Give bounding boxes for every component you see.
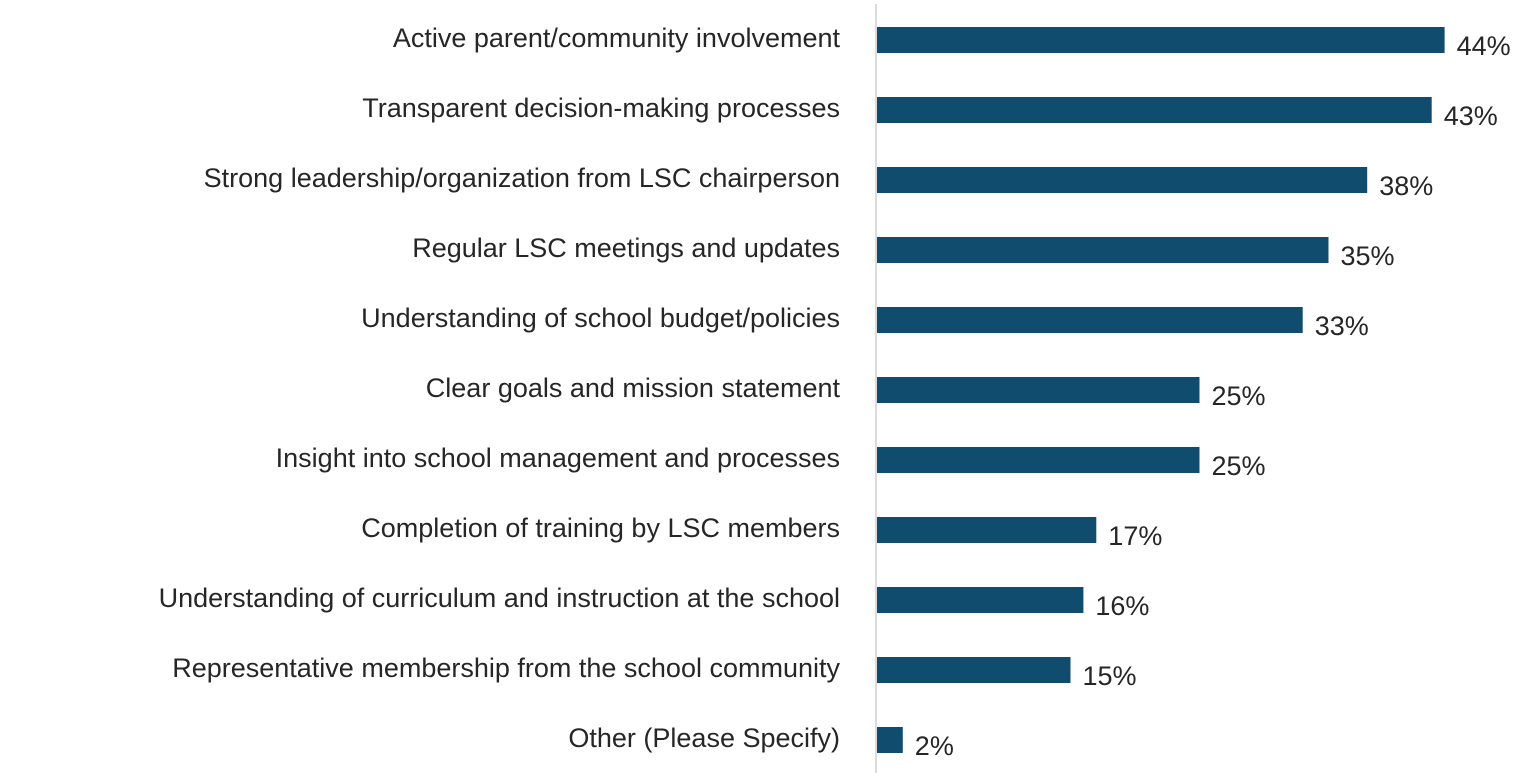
category-label: Insight into school management and proce… bbox=[276, 443, 840, 473]
category-label: Active parent/community involvement bbox=[393, 23, 841, 53]
data-label: 44% bbox=[1457, 31, 1511, 61]
bar bbox=[877, 517, 1097, 543]
bar bbox=[877, 237, 1329, 263]
category-label: Understanding of school budget/policies bbox=[361, 303, 840, 333]
bar bbox=[877, 447, 1200, 473]
data-label: 15% bbox=[1083, 661, 1137, 691]
data-label: 38% bbox=[1379, 171, 1433, 201]
category-label: Completion of training by LSC members bbox=[361, 513, 840, 543]
category-label: Understanding of curriculum and instruct… bbox=[159, 583, 840, 613]
bar bbox=[877, 657, 1071, 683]
category-label: Transparent decision-making processes bbox=[362, 93, 840, 123]
bar bbox=[877, 377, 1200, 403]
data-label: 33% bbox=[1315, 311, 1369, 341]
bar bbox=[877, 167, 1368, 193]
bar bbox=[877, 27, 1445, 53]
data-label: 17% bbox=[1108, 521, 1162, 551]
data-label: 2% bbox=[915, 731, 954, 761]
data-label: 25% bbox=[1212, 381, 1266, 411]
category-label: Representative membership from the schoo… bbox=[172, 653, 840, 683]
bar bbox=[877, 97, 1432, 123]
category-label: Clear goals and mission statement bbox=[426, 373, 841, 403]
data-label: 25% bbox=[1212, 451, 1266, 481]
data-label: 16% bbox=[1095, 591, 1149, 621]
bar bbox=[877, 587, 1084, 613]
bar bbox=[877, 307, 1303, 333]
data-label: 43% bbox=[1444, 101, 1498, 131]
category-label: Other (Please Specify) bbox=[568, 723, 840, 753]
category-label: Strong leadership/organization from LSC … bbox=[204, 163, 840, 193]
data-label: 35% bbox=[1341, 241, 1395, 271]
category-label: Regular LSC meetings and updates bbox=[412, 233, 840, 263]
bar bbox=[877, 727, 903, 753]
